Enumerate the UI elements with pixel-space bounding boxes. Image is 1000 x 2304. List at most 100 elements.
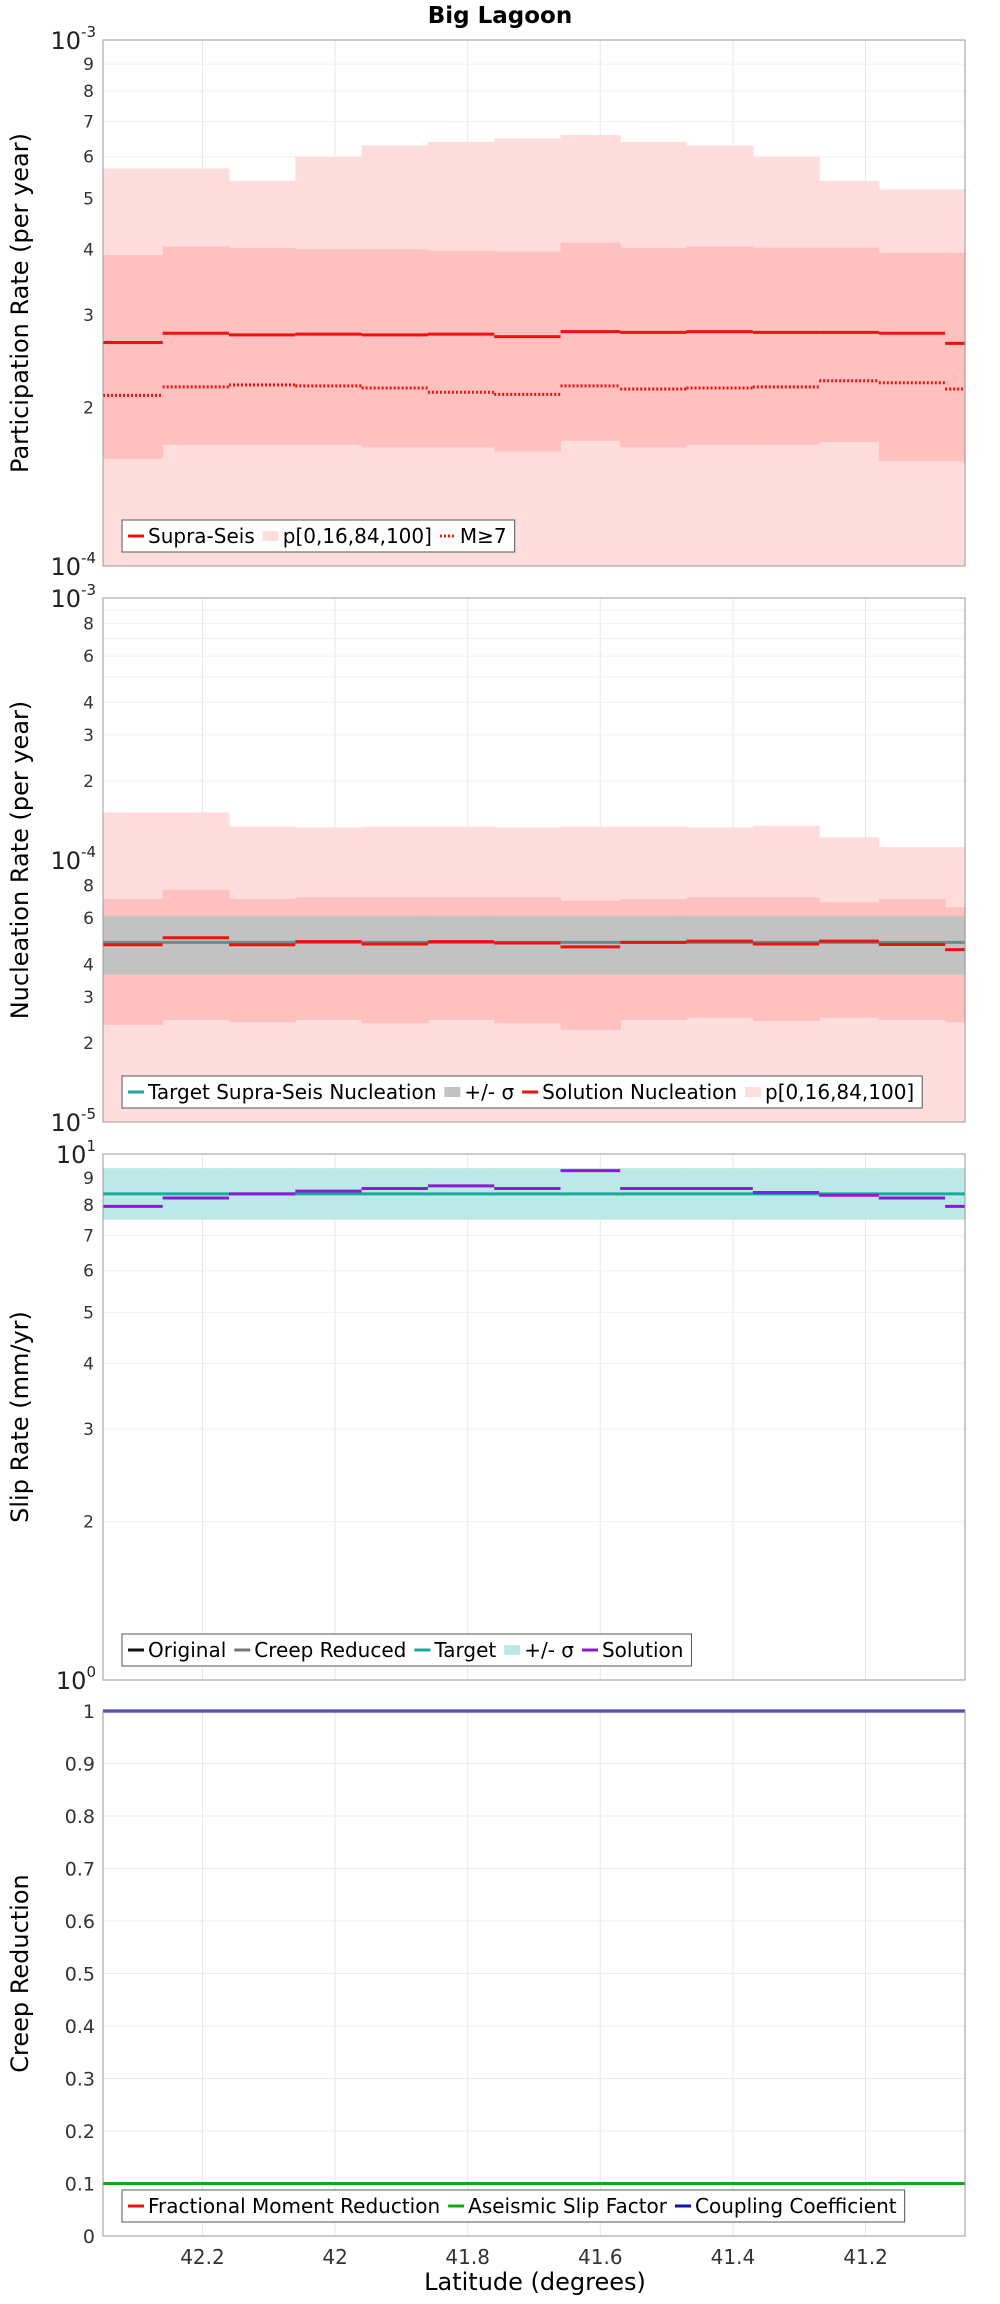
y-tick-label: 0.4 xyxy=(65,2016,95,2038)
y-minor-tick-label: 2 xyxy=(83,1034,94,1054)
band-segment xyxy=(295,916,363,975)
y-minor-tick-label: 4 xyxy=(83,693,94,713)
band-segment xyxy=(945,252,966,462)
band-segment xyxy=(494,916,562,975)
band-segment xyxy=(819,247,880,443)
legend: Original Creep Reduced Target +/- σ Solution xyxy=(121,1633,692,1667)
x-tick-label: 41.4 xyxy=(711,2245,756,2269)
band-segment xyxy=(295,249,363,445)
legend-box xyxy=(121,2189,906,2223)
y-tick-label: 10-3 xyxy=(50,581,96,613)
y-minor-tick-label: 8 xyxy=(83,1196,94,1216)
band-segment xyxy=(427,250,495,448)
y-minor-tick-label: 4 xyxy=(83,1354,94,1374)
x-tick-label: 41.8 xyxy=(445,2245,490,2269)
legend-entry-label: Solution xyxy=(602,1638,683,1662)
y-tick-label: 101 xyxy=(56,1137,96,1169)
band-segment xyxy=(686,916,754,975)
y-tick-label: 10-5 xyxy=(50,1105,96,1137)
y-tick-label: 0 xyxy=(83,2226,95,2248)
y-minor-tick-label: 6 xyxy=(83,148,94,168)
legend-key xyxy=(745,1087,762,1097)
band-segment xyxy=(878,252,946,462)
legend-entry-label: +/- σ xyxy=(524,1638,574,1662)
y-tick-label: 10-4 xyxy=(50,549,96,581)
band-segment xyxy=(945,916,966,975)
plot-frame xyxy=(102,1710,966,2237)
y-tick-label: 1 xyxy=(83,1701,95,1723)
band-segment xyxy=(162,246,230,445)
band-segment xyxy=(361,249,429,448)
y-minor-tick-label: 3 xyxy=(83,306,94,326)
legend-key xyxy=(262,531,279,541)
y-minor-tick-label: 8 xyxy=(83,82,94,102)
x-axis-label: Latitude (degrees) xyxy=(424,2268,646,2296)
y-tick-label: 0.7 xyxy=(65,1859,95,1881)
band-segment xyxy=(103,255,164,459)
y-axis-label: Participation Rate (per year) xyxy=(6,133,34,473)
x-tick-label: 42.2 xyxy=(180,2245,225,2269)
y-minor-tick-label: 7 xyxy=(83,1226,94,1246)
y-minor-tick-label: 9 xyxy=(83,1169,94,1189)
legend-entry-label: Creep Reduced xyxy=(254,1638,406,1662)
y-minor-tick-label: 3 xyxy=(83,1420,94,1440)
plot-frame xyxy=(102,597,966,1123)
y-tick-label: 10-4 xyxy=(50,843,96,875)
legend-entry-label: Supra-Seis xyxy=(148,524,255,548)
y-minor-tick-label: 5 xyxy=(83,189,94,209)
legend: Supra-Seis p[0,16,84,100] M≥7 xyxy=(121,519,516,553)
band-segment xyxy=(819,916,880,975)
band-segment xyxy=(427,916,495,975)
legend-entry-label: M≥7 xyxy=(460,524,507,548)
y-axis-label: Slip Rate (mm/yr) xyxy=(6,1311,34,1523)
legend-entry-label: Aseismic Slip Factor xyxy=(468,2194,668,2218)
y-tick-label: 0.1 xyxy=(65,2174,95,2196)
band-segment xyxy=(752,247,820,445)
band-segment xyxy=(560,242,621,441)
panel-participation: 10-4 2 3 4 5 6 7 8 910-3 Participation Rate (per … xyxy=(6,23,966,581)
y-minor-tick-label: 2 xyxy=(83,399,94,419)
y-minor-tick-label: 9 xyxy=(83,55,94,75)
y-minor-tick-label: 8 xyxy=(83,876,94,896)
y-tick-label: 100 xyxy=(56,1663,96,1695)
y-tick-label: 0.8 xyxy=(65,1806,95,1828)
x-tick-label: 41.2 xyxy=(843,2245,888,2269)
y-minor-tick-label: 6 xyxy=(83,647,94,667)
y-minor-tick-label: 2 xyxy=(83,1513,94,1533)
legend-entry-label: Target Supra-Seis Nucleation xyxy=(147,1080,436,1104)
panel-creep: 0 0.1 0.2 0.3 0.4 0.5 0.6 0.7 0.8 0.9 1 Creep Reduc… xyxy=(6,1701,966,2248)
y-axis-label: Nucleation Rate (per year) xyxy=(6,701,34,1020)
y-minor-tick-label: 4 xyxy=(83,955,94,975)
legend-box xyxy=(121,1075,923,1109)
legend-entry-label: Fractional Moment Reduction xyxy=(148,2194,440,2218)
band-segment xyxy=(686,246,754,445)
y-minor-tick-label: 2 xyxy=(83,772,94,792)
legend-entry-label: Original xyxy=(148,1638,226,1662)
legend: Fractional Moment Reduction Aseismic Slip… xyxy=(121,2189,906,2223)
legend-entry-label: +/- σ xyxy=(464,1080,514,1104)
y-minor-tick-label: 3 xyxy=(83,988,94,1008)
y-tick-label: 0.2 xyxy=(65,2121,95,2143)
legend-entry-label: p[0,16,84,100] xyxy=(765,1080,914,1104)
band-segment xyxy=(494,251,562,452)
y-tick-label: 10-3 xyxy=(50,23,96,55)
legend-entry-label: Solution Nucleation xyxy=(542,1080,737,1104)
figure-title: Big Lagoon xyxy=(428,3,573,29)
y-minor-tick-label: 7 xyxy=(83,112,94,132)
legend-entry-label: Coupling Coefficient xyxy=(695,2194,897,2218)
legend: Target Supra-Seis Nucleation +/- σ Solutio… xyxy=(121,1075,923,1109)
plot-frame xyxy=(102,39,966,567)
y-minor-tick-label: 6 xyxy=(83,1262,94,1282)
y-minor-tick-label: 3 xyxy=(83,726,94,746)
band-segment xyxy=(228,248,296,445)
y-minor-tick-label: 4 xyxy=(83,240,94,260)
x-tick-label: 41.6 xyxy=(578,2245,623,2269)
legend-entry-label: p[0,16,84,100] xyxy=(283,524,432,548)
y-minor-tick-label: 8 xyxy=(83,614,94,634)
y-tick-label: 0.6 xyxy=(65,1911,95,1933)
